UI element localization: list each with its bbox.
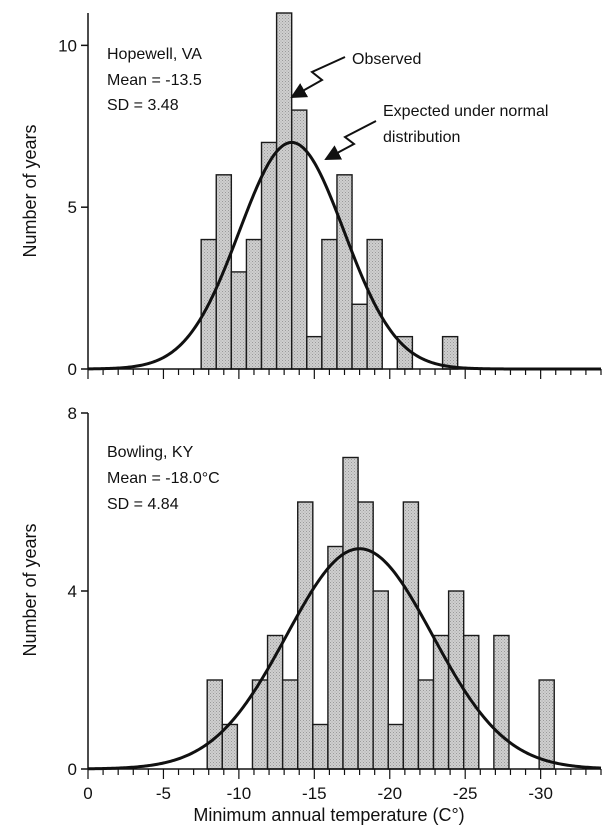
top-bar [245,238,263,370]
bottom-bar [312,723,329,770]
bottom-bar [206,679,223,770]
top-bars [200,12,459,370]
bottom-bar [357,501,374,770]
top-bar [336,174,353,370]
top-bar [351,303,368,370]
observed-arrow [290,56,346,98]
bottom-mean-label: Mean = -18.0°C [107,470,220,487]
top-location-label: Hopewell, VA [107,46,202,63]
bottom-y-tick-label: 8 [68,404,77,423]
bottom-bar [327,545,344,770]
bottom-ylabel: Number of years [20,523,40,656]
x-axis-title: Minimum annual temperature (C°) [193,805,464,825]
expected-label-line2: distribution [383,129,460,146]
top-panel: 0 5 10 Number of years Hopewell, VA Mean =… [20,12,602,379]
bottom-bar [538,679,555,770]
bottom-bar [493,634,510,770]
bottom-x-tick-label: -25 [453,784,478,803]
bottom-panel: 0 4 8 0 -5 -10 -15 -20 -25 -30 Number of years Bo… [20,404,602,825]
bottom-bar [432,634,450,770]
bottom-x-tick-label: -10 [227,784,252,803]
bottom-bar [251,679,269,770]
expected-arrow [324,120,377,160]
bottom-x-tick-label: -30 [528,784,553,803]
top-bar [275,12,293,370]
top-bar [321,238,338,370]
bottom-sd-label: SD = 4.84 [107,496,179,513]
top-bar [260,141,278,370]
bottom-bar [342,456,359,770]
top-y-tick-label: 0 [68,360,77,379]
top-ylabel: Number of years [20,124,40,257]
top-y-tick-label: 10 [58,36,77,55]
top-sd-label: SD = 3.48 [107,97,179,114]
bottom-bar [387,723,405,770]
top-mean-label: Mean = -13.5 [107,72,202,89]
bottom-y-tick-label: 0 [68,760,77,779]
top-axes: 0 5 10 [58,13,602,379]
top-bar [230,271,248,370]
top-bar [441,335,459,370]
top-y-tick-label: 5 [68,198,77,217]
bottom-bar [417,679,435,770]
bottom-y-tick-label: 4 [68,582,77,601]
bottom-x-tick-label: -5 [156,784,171,803]
bottom-bar [281,679,299,770]
bottom-bars [206,456,555,770]
expected-label-line1: Expected under normal [383,103,548,120]
bottom-bar [372,590,389,770]
bottom-normal-curve [87,547,602,771]
bottom-bar [402,501,420,770]
bottom-x-tick-label: -15 [302,784,327,803]
top-bar [306,335,323,370]
bottom-x-tick-label: 0 [83,784,92,803]
observed-label: Observed [352,51,421,68]
bottom-location-label: Bowling, KY [107,444,194,461]
bottom-x-tick-label: -20 [377,784,402,803]
bottom-bar [297,501,314,770]
bottom-axes: 0 4 8 0 -5 -10 -15 -20 -25 -30 [68,404,602,803]
